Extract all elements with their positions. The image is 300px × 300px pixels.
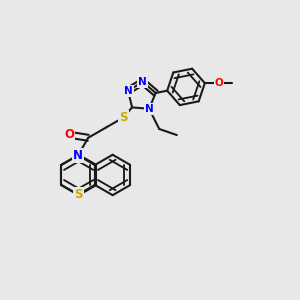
Text: N: N — [138, 77, 147, 87]
Text: O: O — [214, 78, 224, 88]
Text: N: N — [124, 86, 133, 96]
Text: S: S — [119, 111, 128, 124]
Text: N: N — [145, 104, 154, 114]
Text: S: S — [74, 188, 82, 201]
Text: N: N — [73, 149, 83, 162]
Text: O: O — [64, 128, 74, 141]
